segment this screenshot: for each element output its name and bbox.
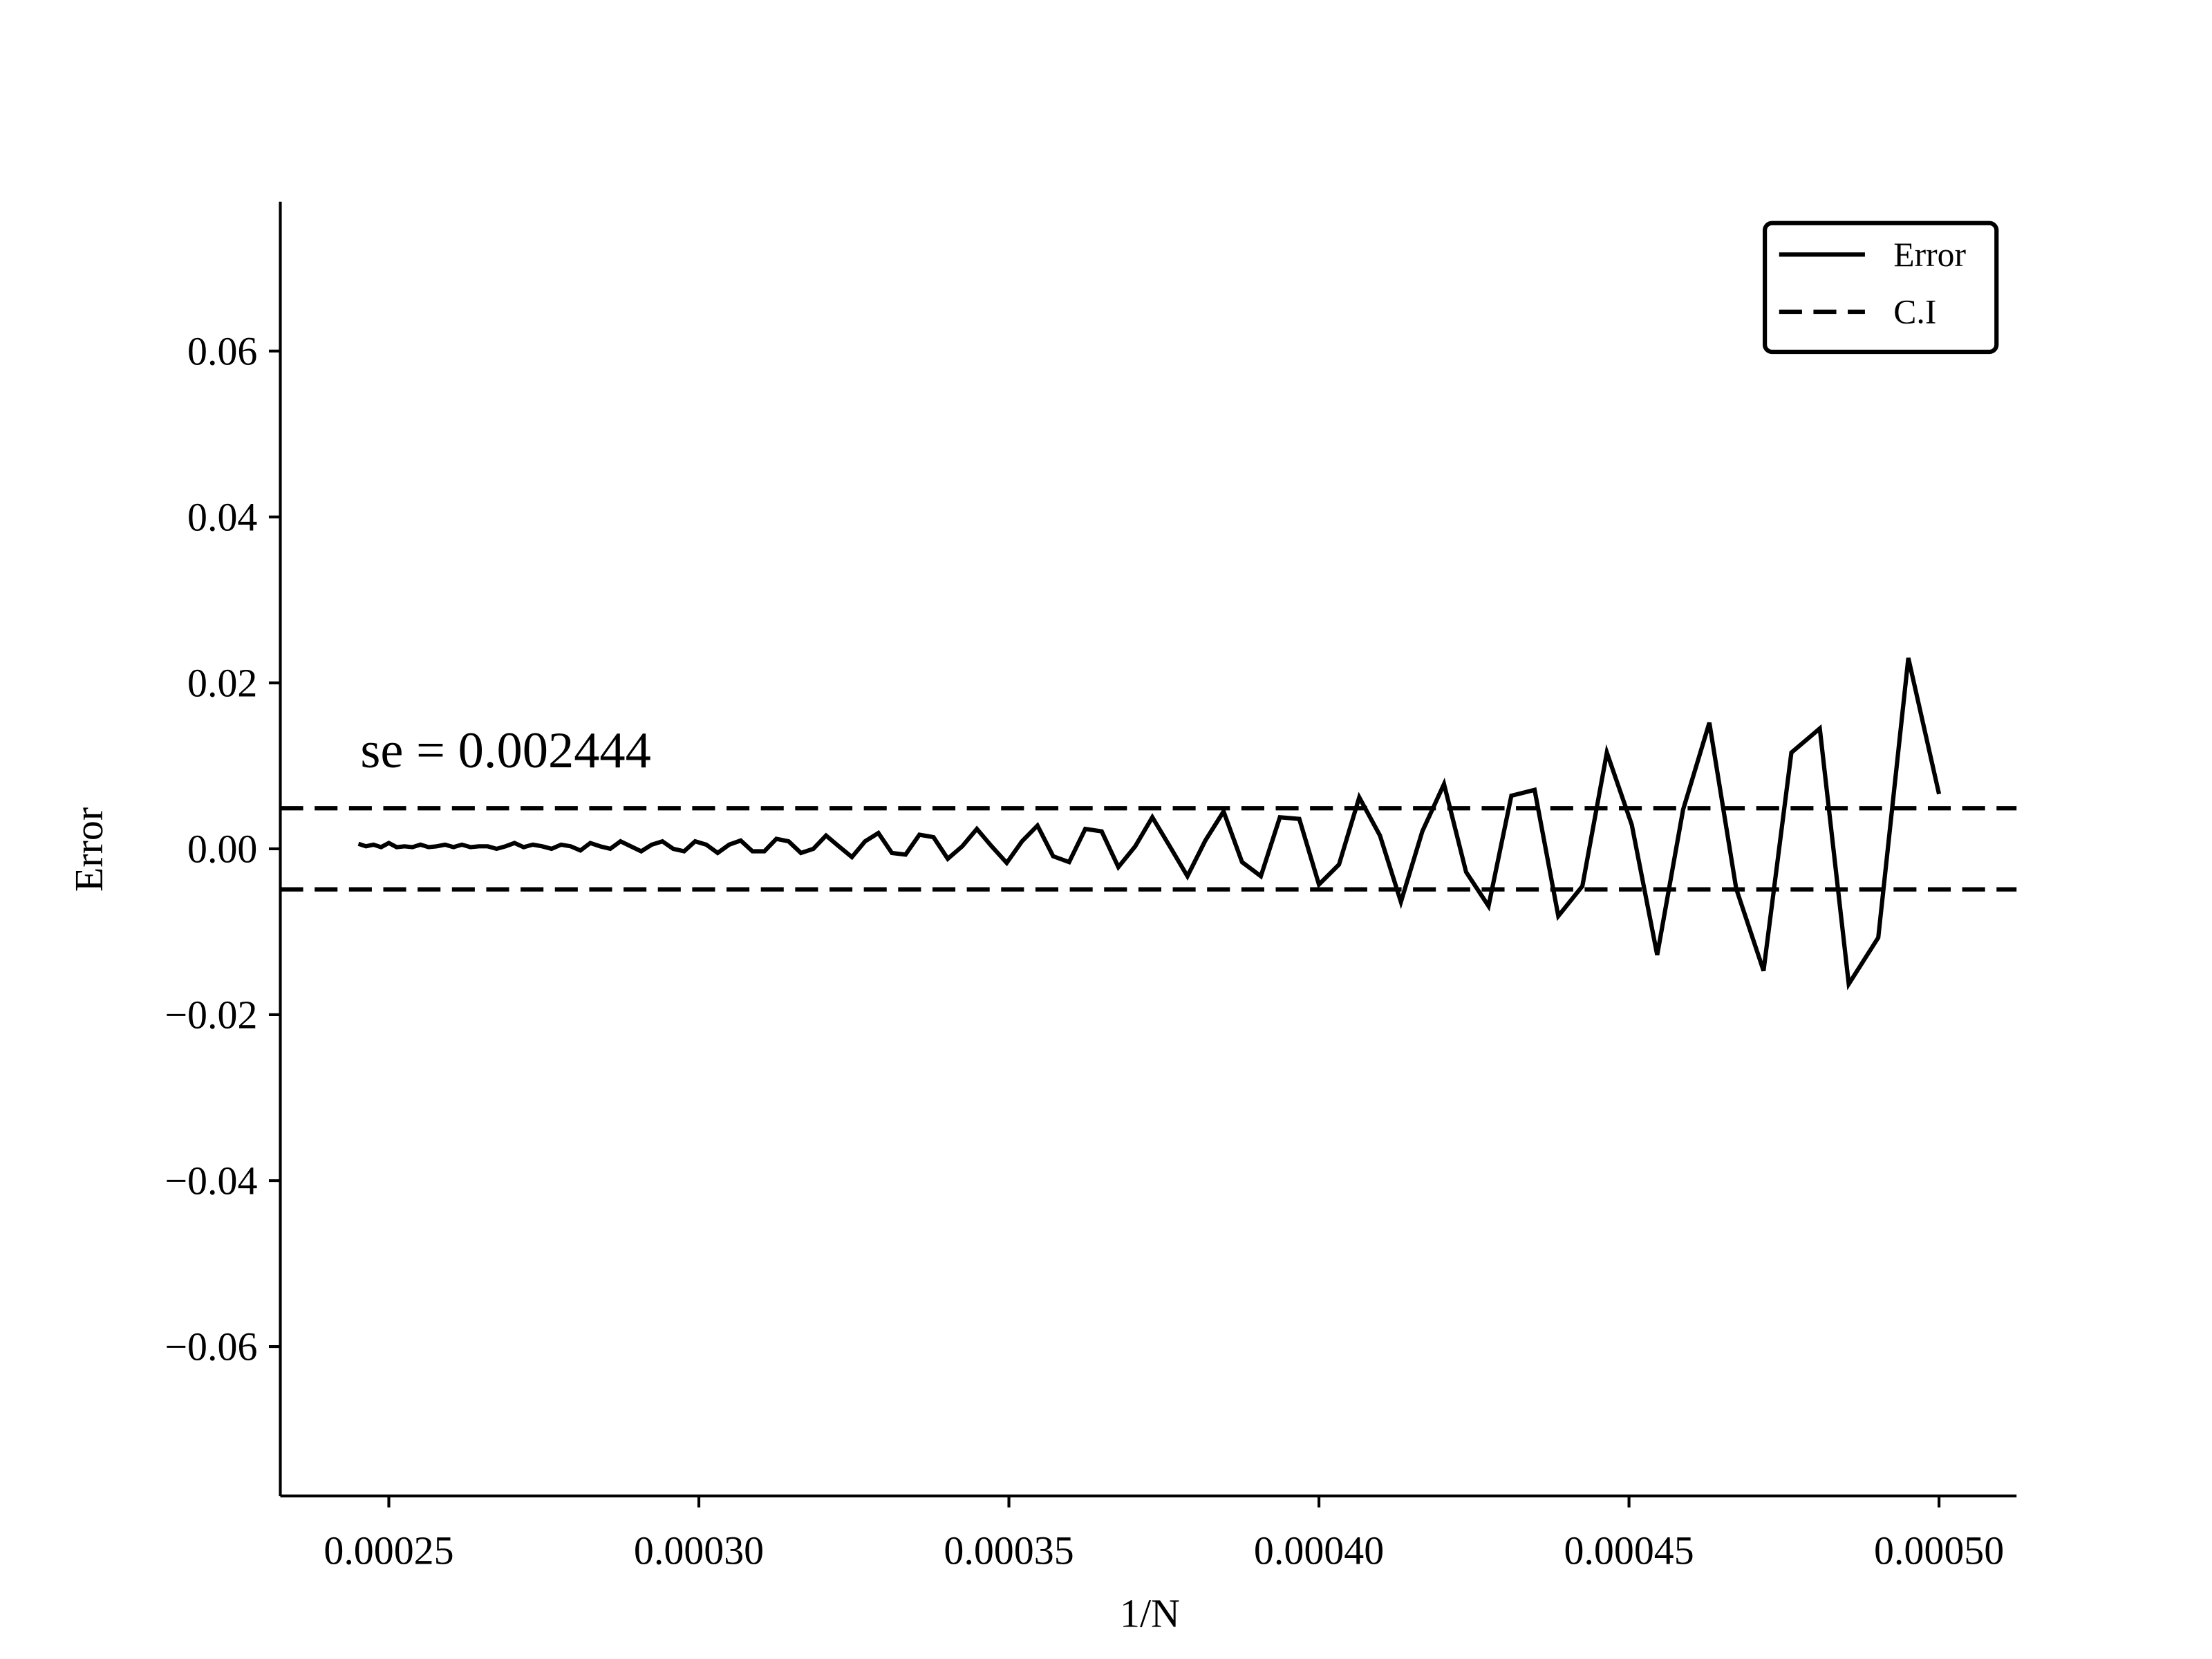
annotation: se = 0.002444 xyxy=(360,722,651,779)
y-tick-label: −0.02 xyxy=(165,992,257,1037)
y-axis-label: Error xyxy=(66,807,111,892)
y-tick-label: 0.04 xyxy=(187,494,257,539)
x-tick-label: 0.00025 xyxy=(324,1528,453,1573)
legend-label: C.I xyxy=(1893,293,1936,331)
legend-label: Error xyxy=(1893,236,1966,274)
y-tick-label: −0.04 xyxy=(165,1159,257,1203)
y-tick-label: 0.06 xyxy=(187,328,257,373)
y-tick-label: −0.06 xyxy=(165,1324,257,1369)
x-tick-label: 0.00030 xyxy=(634,1528,764,1573)
x-axis-label: 1/N xyxy=(1120,1591,1180,1635)
x-tick-label: 0.00045 xyxy=(1564,1528,1694,1573)
y-tick-label: 0.02 xyxy=(187,660,257,705)
error-line xyxy=(357,657,1942,991)
x-tick-label: 0.00050 xyxy=(1874,1528,2004,1573)
y-tick-label: 0.00 xyxy=(187,826,257,871)
x-tick-label: 0.00040 xyxy=(1254,1528,1384,1573)
x-tick-label: 0.00035 xyxy=(944,1528,1074,1573)
